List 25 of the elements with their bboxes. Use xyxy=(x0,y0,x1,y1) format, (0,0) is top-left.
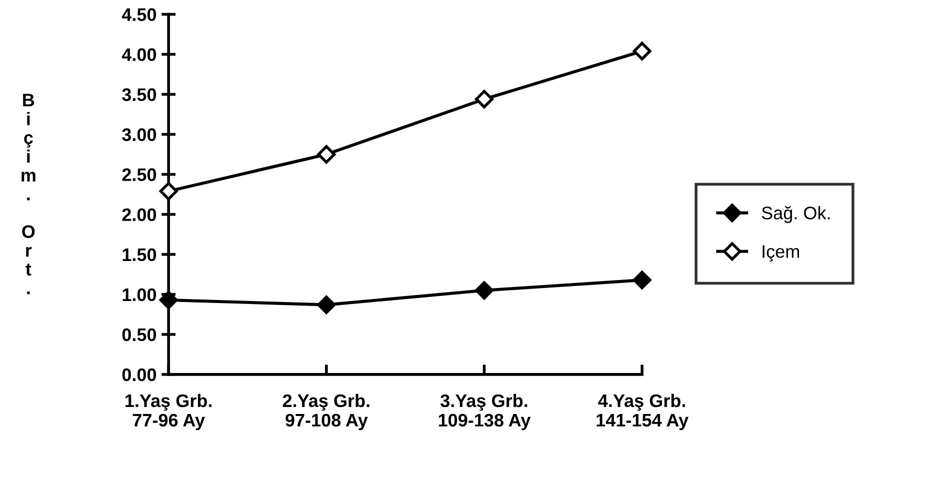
x-tick-label: 2.Yaş Grb. 97-108 Ay xyxy=(282,394,370,430)
y-tick-label: 1.50 xyxy=(122,248,156,262)
point xyxy=(159,290,178,310)
y-tick-label: 0.50 xyxy=(122,328,156,342)
y-tick-label: 0.00 xyxy=(122,368,156,382)
x-tick-label: 4.Yaş Grb. 141-154 Ay xyxy=(596,394,688,430)
point xyxy=(317,296,336,314)
y-tick-label: 2.00 xyxy=(122,208,156,222)
text: Biçim. Ort. xyxy=(22,94,36,294)
y-tick-label: 4.00 xyxy=(122,48,156,62)
point xyxy=(474,281,494,300)
point xyxy=(632,42,652,60)
y-tick-label: 1.00 xyxy=(122,288,156,302)
point xyxy=(159,182,178,200)
x-tick-label: 3.Yaş Grb. 109-138 Ay xyxy=(438,394,531,430)
point xyxy=(474,90,494,108)
point xyxy=(317,145,336,164)
y-tick-label: 3.00 xyxy=(122,128,156,142)
y-tick-label: 4.50 xyxy=(122,8,156,22)
point xyxy=(632,270,652,290)
x-tick-label: 1.Yaş Grb. 77-96 Ay xyxy=(126,394,212,430)
y-tick-label: 2.50 xyxy=(122,168,156,182)
y-tick-label: 3.50 xyxy=(122,88,156,102)
legend-label: Içem xyxy=(762,245,799,262)
legend-label: Sağ. Ok. xyxy=(762,206,830,223)
